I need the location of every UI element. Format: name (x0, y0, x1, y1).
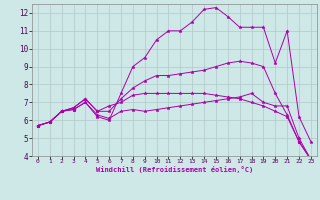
X-axis label: Windchill (Refroidissement éolien,°C): Windchill (Refroidissement éolien,°C) (96, 166, 253, 173)
